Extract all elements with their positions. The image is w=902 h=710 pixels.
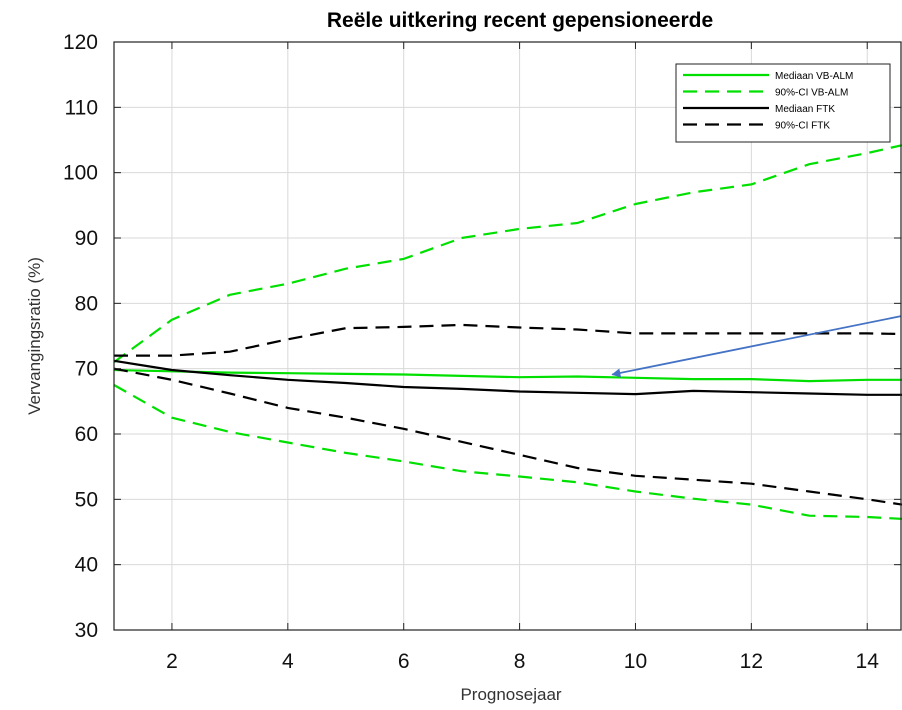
legend-box bbox=[675, 63, 891, 143]
y-tick-label: 90 bbox=[75, 227, 98, 250]
x-tick-label: 14 bbox=[856, 650, 880, 673]
annotations bbox=[611, 315, 902, 378]
legend-label: Mediaan VB-ALM bbox=[775, 71, 853, 82]
y-tick-label: 30 bbox=[75, 619, 98, 642]
x-tick-label: 4 bbox=[282, 650, 294, 673]
legend: Mediaan VB-ALM 90%-CI VB-ALM Mediaan FTK 90… bbox=[675, 63, 891, 143]
y-tick-label: 110 bbox=[65, 96, 98, 119]
chart-title: Reële uitkering recent gepensioneerde bbox=[327, 9, 713, 32]
axes bbox=[113, 41, 902, 631]
annotation-arrow bbox=[611, 315, 902, 378]
series-line-3 bbox=[113, 384, 902, 520]
series-line-2 bbox=[113, 144, 902, 363]
x-tick-label: 2 bbox=[166, 650, 178, 673]
series-line-4 bbox=[113, 359, 902, 396]
series-line-5 bbox=[114, 323, 902, 357]
x-tick-label: 12 bbox=[740, 650, 763, 673]
legend-label: 90%-CI FTK bbox=[775, 121, 830, 132]
series-line-1 bbox=[113, 368, 902, 383]
legend-label: 90%-CI VB-ALM bbox=[775, 88, 848, 99]
y-axis-label: Vervangingsratio (%) bbox=[25, 257, 44, 415]
x-axis-label: Prognosejaar bbox=[460, 685, 561, 704]
y-tick-label: 60 bbox=[75, 423, 98, 446]
x-tick-label: 10 bbox=[624, 650, 647, 673]
x-tick-label: 8 bbox=[514, 650, 526, 673]
series-line-6 bbox=[113, 367, 902, 506]
y-tick-label: 80 bbox=[75, 292, 98, 315]
plot-frame bbox=[113, 41, 902, 631]
y-tick-label: 100 bbox=[63, 162, 98, 185]
y-tick-label: 40 bbox=[75, 554, 98, 577]
y-tick-label: 70 bbox=[75, 358, 98, 381]
y-tick-label: 50 bbox=[75, 488, 98, 511]
y-tick-label: 120 bbox=[63, 31, 98, 54]
series-lines bbox=[113, 144, 902, 520]
legend-label: Mediaan FTK bbox=[775, 104, 835, 115]
x-tick-label: 6 bbox=[398, 650, 410, 673]
tick-labels: 2 4 6 8 10 12 14 30 40 50 60 70 80 90 100 110 120 bbox=[63, 31, 879, 673]
